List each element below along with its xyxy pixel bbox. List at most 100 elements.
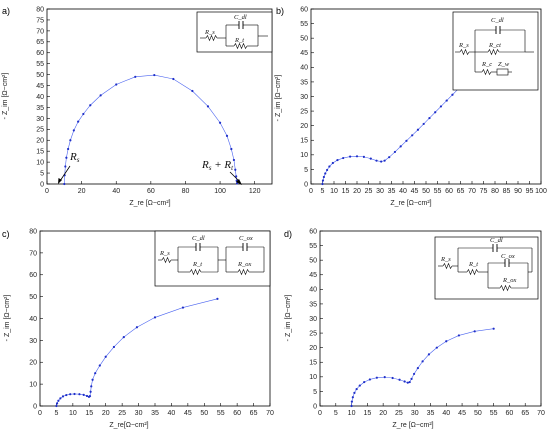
panel-c-ytick-label: 10 — [29, 382, 37, 389]
panel-b-ytick-label: 10 — [300, 152, 308, 159]
panel-d: d) 0 5 10 15 20 25 30 35 40 45 50 55 60 65 70 0 5 10 15 20 2… — [284, 228, 545, 429]
panel-d-circuit-label-rt: R_t — [468, 261, 478, 268]
panel-b-xtick-label: 55 — [434, 188, 442, 195]
panel-c-xtick-label: 15 — [85, 410, 93, 417]
panel-c-data-point — [61, 395, 65, 398]
panel-a-label: a) — [2, 6, 10, 16]
panel-b-xtick-label: 70 — [468, 188, 476, 195]
panel-c-x-axis-label: Z_re[Ω−cm²] — [109, 422, 148, 429]
panel-c-xtick-label: 50 — [200, 410, 208, 417]
panel-a-xtick-label: 100 — [214, 188, 226, 195]
panel-c-xtick-label: 5 — [54, 410, 58, 417]
panel-c-ytick-label: 50 — [29, 294, 37, 301]
panel-d-xtick-label: 60 — [506, 410, 514, 417]
panel-d-data-point — [473, 330, 476, 333]
panel-d-data-point — [391, 376, 394, 380]
panel-a-data-point — [99, 94, 102, 97]
panel-a-ytick-label: 40 — [36, 94, 44, 101]
panel-b-data-point — [375, 159, 378, 162]
panel-a-arrow-rs — [59, 165, 71, 182]
panel-d-label: d) — [284, 229, 292, 239]
panel-b-ytick-label: 40 — [300, 65, 308, 72]
panel-d-data-point — [358, 384, 361, 387]
panel-d-circuit-diagram: C_dl C_ox R_s R_t R_ox — [434, 236, 539, 300]
panel-d-data-point — [412, 372, 416, 376]
panel-d-xtick-label: 40 — [442, 410, 450, 417]
panel-b-data-point — [383, 159, 386, 162]
panel-a-data-point — [225, 134, 229, 137]
panel-d-data-point — [350, 404, 353, 408]
panel-b-circuit-diagram: C_dl R_s R_ct R_c Z_w — [452, 11, 539, 91]
panel-a-arrowhead-rsrt — [236, 179, 242, 185]
panel-c-data-point — [94, 372, 97, 375]
panel-b-xtick-label: 80 — [491, 188, 499, 195]
panel-b-data-point — [369, 157, 372, 160]
panel-d-circuit-label-cox: C_ox — [501, 253, 515, 260]
panel-c-xtick-label: 70 — [266, 410, 274, 417]
panel-d-ytick-label: 60 — [309, 228, 317, 235]
panel-a-arrowhead-rs — [58, 178, 62, 184]
panel-d-data-point — [445, 340, 448, 343]
panel-c-data-point — [112, 345, 116, 349]
panel-a-x-axis-label: Z_re [Ω−cm²] — [129, 200, 170, 207]
panel-b-data-point — [322, 175, 325, 179]
panel-a-data-point — [63, 182, 66, 186]
panel-b-ytick-label: 50 — [300, 36, 308, 43]
panel-a-xtick-label: 80 — [182, 188, 190, 195]
panel-b-data-point — [428, 116, 431, 120]
panel-a-data-point — [89, 104, 92, 107]
panel-a-data-point — [134, 75, 137, 78]
panel-d-xtick-label: 10 — [348, 410, 356, 417]
panel-d-xtick-label: 15 — [363, 410, 371, 417]
panel-b-data-point — [355, 155, 359, 158]
panel-c-xtick-label: 30 — [135, 410, 143, 417]
panel-c-circuit-label-cdl: C_dl — [192, 235, 205, 242]
panel-b-xtick-label: 100 — [535, 188, 547, 195]
panel-c-data-point — [59, 397, 62, 400]
panel-c-circuit-diagram: C_dl C_ox R_s R_t R_ox — [154, 230, 271, 287]
panel-b: b) 0 5 10 15 20 25 30 35 40 45 50 55 60 65 70 75 80 85 90 9… — [275, 6, 547, 207]
panel-d-data-point — [351, 396, 354, 399]
panel-a: a) 0 20 40 60 80 100 120 0 5 10 15 20 25 30 35 40 45 50 55… — [2, 6, 273, 207]
panel-d-circuit-label-rs: R_s — [440, 256, 451, 263]
panel-c-ytick-label: 80 — [29, 228, 37, 235]
panel-d-plot: 0 5 10 15 20 25 30 35 40 45 50 55 60 65 70 0 5 10 15 20 25 30… — [285, 228, 545, 429]
panel-a-ytick-label: 55 — [36, 61, 44, 68]
panel-b-ytick-label: 60 — [300, 6, 308, 13]
panel-c-data-point — [55, 404, 58, 408]
panel-d-xtick-label: 55 — [490, 410, 498, 417]
panel-d-ytick-label: 35 — [309, 301, 317, 308]
panel-a-ytick-label: 65 — [36, 39, 44, 46]
panel-c-data-point — [89, 390, 92, 393]
panel-b-xtick-label: 35 — [388, 188, 396, 195]
panel-c-xtick-label: 45 — [184, 410, 192, 417]
panel-b-data-point — [393, 150, 397, 154]
panel-a-data-point — [218, 121, 222, 124]
panel-a-plot: 0 20 40 60 80 100 120 0 5 10 15 20 25 30 35 40 45 50 55 60 6… — [2, 6, 273, 207]
panel-b-xtick-label: 90 — [514, 188, 522, 195]
panel-d-ytick-label: 55 — [309, 243, 317, 250]
panel-b-data-point — [416, 128, 420, 131]
panel-c-xtick-label: 25 — [118, 410, 126, 417]
panel-d-data-point — [457, 334, 461, 337]
panel-a-data-point — [64, 165, 67, 168]
panel-a-data-point — [153, 73, 156, 77]
panel-b-xtick-label: 75 — [480, 188, 488, 195]
panel-a-y-axis-label: - Z_im [Ω−cm²] — [2, 73, 9, 120]
panel-d-data-point — [421, 360, 424, 363]
panel-d-series-line — [351, 328, 494, 407]
panel-d-data-point — [368, 378, 371, 381]
panel-d-data-point — [416, 366, 419, 370]
panel-b-xtick-label: 45 — [411, 188, 419, 195]
panel-c-xtick-label: 10 — [69, 410, 77, 417]
panel-d-data-point — [350, 400, 353, 403]
panel-b-data-point — [331, 161, 334, 165]
panel-c-data-point — [78, 393, 81, 396]
panel-d-xtick-label: 45 — [458, 410, 466, 417]
panel-b-xtick-label: 95 — [526, 188, 534, 195]
panel-d-ytick-label: 25 — [309, 330, 317, 337]
panel-c-data-point — [69, 393, 72, 396]
panel-a-data-point — [172, 77, 175, 81]
panel-b-ytick-label: 15 — [300, 138, 308, 145]
